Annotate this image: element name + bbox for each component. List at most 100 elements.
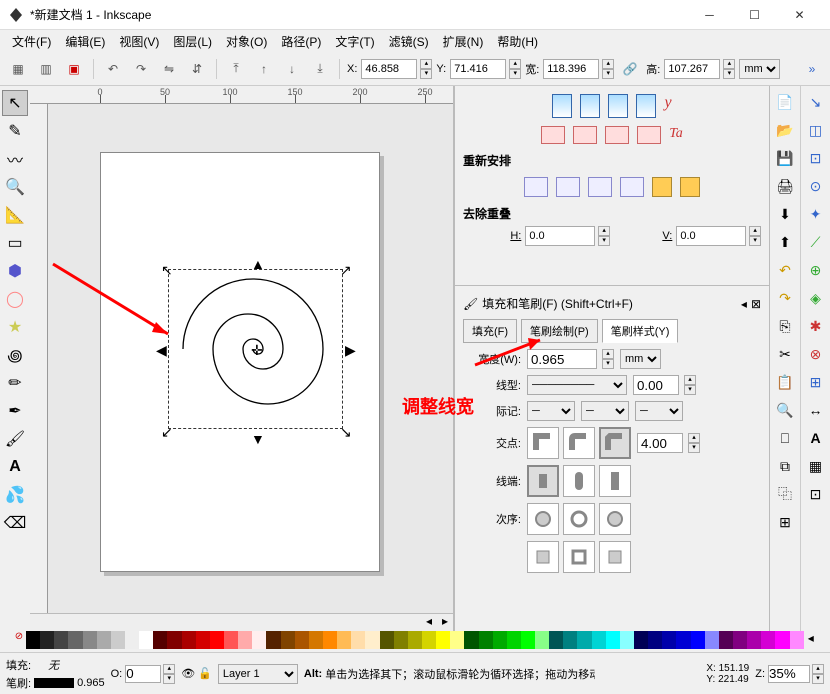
select-all-icon[interactable]: ▦: [6, 57, 30, 81]
swatch[interactable]: [577, 631, 591, 649]
snap11-icon[interactable]: ⊞: [804, 370, 828, 394]
swatch[interactable]: [705, 631, 719, 649]
h-spinner[interactable]: ▴▾: [723, 59, 735, 79]
align-btn4-icon[interactable]: [636, 94, 656, 118]
snap8-icon[interactable]: ◈: [804, 286, 828, 310]
zoom-tool-icon[interactable]: 🔍: [2, 174, 28, 200]
spiral-tool-icon[interactable]: ꩜: [2, 342, 28, 368]
join-round-icon[interactable]: [563, 427, 595, 459]
measure-tool-icon[interactable]: 📐: [2, 202, 28, 228]
swatch[interactable]: [210, 631, 224, 649]
cap-butt-icon[interactable]: [527, 465, 559, 497]
swatch[interactable]: [761, 631, 775, 649]
rearr1-icon[interactable]: [524, 177, 548, 197]
text-tool-icon[interactable]: A: [2, 454, 28, 480]
swatch[interactable]: [592, 631, 606, 649]
snap13-icon[interactable]: A: [804, 426, 828, 450]
snap3-icon[interactable]: ⊡: [804, 146, 828, 170]
snap7-icon[interactable]: ⊕: [804, 258, 828, 282]
dash-spinner[interactable]: ▴▾: [684, 375, 696, 395]
scroll-left-icon[interactable]: ◂: [421, 614, 437, 631]
marker-end-select[interactable]: ─: [635, 401, 683, 421]
swatch[interactable]: [719, 631, 733, 649]
cap-square-icon[interactable]: [599, 465, 631, 497]
swatch[interactable]: [125, 631, 139, 649]
duplicate-icon[interactable]: ⧉: [773, 454, 797, 478]
snap6-icon[interactable]: ⟋: [804, 230, 828, 254]
dist-btn3-icon[interactable]: [605, 126, 629, 144]
swatch[interactable]: [68, 631, 82, 649]
menu-view[interactable]: 视图(V): [113, 31, 165, 52]
swatch[interactable]: [266, 631, 280, 649]
w-input[interactable]: [543, 59, 599, 79]
print-icon[interactable]: 🖨: [773, 174, 797, 198]
selector-tool-icon[interactable]: ↖: [2, 90, 28, 116]
join-bevel-icon[interactable]: [599, 427, 631, 459]
menu-object[interactable]: 对象(O): [220, 31, 273, 52]
order1-icon[interactable]: [527, 503, 559, 535]
swatch[interactable]: [733, 631, 747, 649]
palette-scroll-icon[interactable]: ◂: [804, 631, 818, 649]
tab-stroke-style[interactable]: 笔刷样式(Y): [602, 319, 679, 343]
visibility-icon[interactable]: 👁: [181, 667, 195, 680]
deselect-icon[interactable]: ▣: [62, 57, 86, 81]
stroke-unit-select[interactable]: mm: [620, 349, 661, 369]
swatch[interactable]: [436, 631, 450, 649]
handle-ne[interactable]: ↗: [340, 262, 354, 276]
close-button[interactable]: ✕: [777, 0, 822, 29]
menu-edit[interactable]: 编辑(E): [59, 31, 111, 52]
snap10-icon[interactable]: ⊗: [804, 342, 828, 366]
swatch[interactable]: [26, 631, 40, 649]
lock-icon[interactable]: 🔗: [618, 57, 642, 81]
order3-icon[interactable]: [599, 503, 631, 535]
swatch[interactable]: [691, 631, 705, 649]
menu-ext[interactable]: 扩展(N): [437, 31, 490, 52]
v-offset-input[interactable]: [676, 226, 746, 246]
handle-s[interactable]: ▼: [251, 431, 265, 445]
join-miter-icon[interactable]: [527, 427, 559, 459]
swatch[interactable]: [606, 631, 620, 649]
order6-icon[interactable]: [599, 541, 631, 573]
unit-select[interactable]: mm: [739, 59, 780, 79]
rearr3-icon[interactable]: [588, 177, 612, 197]
cap-round-icon[interactable]: [563, 465, 595, 497]
swatch[interactable]: [394, 631, 408, 649]
align-btn3-icon[interactable]: [608, 94, 628, 118]
zoom-page-icon[interactable]: ⎕: [773, 426, 797, 450]
canvas[interactable]: ↖ ▲ ↗ ◀ ▶ ↙ ▼ ↘ ✛: [48, 104, 453, 613]
swatch[interactable]: [479, 631, 493, 649]
snap2-icon[interactable]: ◫: [804, 118, 828, 142]
maximize-button[interactable]: ☐: [732, 0, 777, 29]
handle-sw[interactable]: ↙: [161, 424, 175, 438]
raise-icon[interactable]: ↑: [252, 57, 276, 81]
swatch[interactable]: [790, 631, 804, 649]
order5-icon[interactable]: [563, 541, 595, 573]
undo-icon[interactable]: ↶: [773, 258, 797, 282]
swatch[interactable]: [521, 631, 535, 649]
rearr6-icon[interactable]: [680, 177, 700, 197]
snap9-icon[interactable]: ✱: [804, 314, 828, 338]
swatch[interactable]: [662, 631, 676, 649]
rect-tool-icon[interactable]: ▭: [2, 230, 28, 256]
swatch[interactable]: [97, 631, 111, 649]
opacity-input[interactable]: [125, 665, 161, 683]
swatch[interactable]: [295, 631, 309, 649]
swatch[interactable]: [620, 631, 634, 649]
swatch[interactable]: [563, 631, 577, 649]
clone-icon[interactable]: ⿻: [773, 482, 797, 506]
close-panel-icon[interactable]: ⊠: [751, 297, 761, 311]
snap4-icon[interactable]: ⊙: [804, 174, 828, 198]
dash-select[interactable]: ────────: [527, 375, 627, 395]
save-icon[interactable]: 💾: [773, 146, 797, 170]
order2-icon[interactable]: [563, 503, 595, 535]
swatch[interactable]: [549, 631, 563, 649]
group-icon[interactable]: ⊞: [773, 510, 797, 534]
swatch[interactable]: [507, 631, 521, 649]
menu-layer[interactable]: 图层(L): [167, 31, 218, 52]
swatch[interactable]: [111, 631, 125, 649]
snap14-icon[interactable]: ▦: [804, 454, 828, 478]
rearr4-icon[interactable]: [620, 177, 644, 197]
scroll-right-icon[interactable]: ▸: [437, 614, 453, 631]
eraser-tool-icon[interactable]: ⌫: [2, 510, 28, 536]
w-spinner[interactable]: ▴▾: [602, 59, 614, 79]
